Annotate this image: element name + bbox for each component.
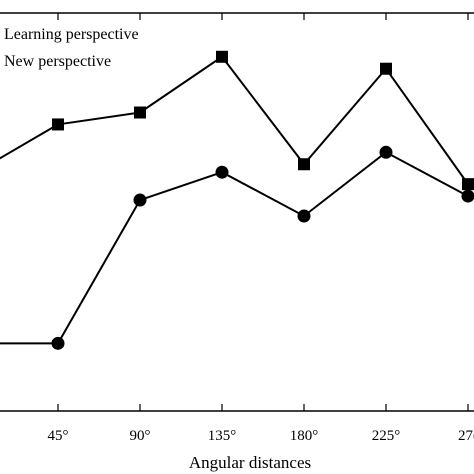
x-tick-label: 225° xyxy=(372,428,401,444)
circle-marker xyxy=(133,193,147,207)
circle-marker xyxy=(297,209,311,223)
circle-marker xyxy=(461,189,474,203)
square-marker xyxy=(380,62,392,75)
square-marker xyxy=(462,178,474,191)
circle-marker xyxy=(51,336,65,350)
series-layer xyxy=(0,50,474,350)
legend: Learning perspective New perspective xyxy=(4,26,139,70)
series-line-learning xyxy=(0,55,469,185)
x-tick-label: 180° xyxy=(290,428,319,444)
x-axis-title: Angular distances xyxy=(189,453,311,472)
x-tick-label: 27( xyxy=(458,428,474,444)
legend-label-new: New perspective xyxy=(4,53,111,70)
x-tick-label: 90° xyxy=(130,428,151,444)
circle-marker xyxy=(215,165,229,179)
plot-frame xyxy=(0,12,474,412)
x-tick-label: 135° xyxy=(208,428,237,444)
x-tick-label: 45° xyxy=(48,428,69,444)
square-marker xyxy=(216,50,228,63)
square-marker xyxy=(134,106,146,119)
x-axis-ticks: 45° 90° 135° 180° 225° 27( xyxy=(48,13,474,444)
series-line-new xyxy=(0,151,469,345)
square-marker xyxy=(52,118,64,131)
legend-label-learning: Learning perspective xyxy=(4,26,139,43)
square-marker xyxy=(298,158,310,171)
circle-marker xyxy=(379,145,393,159)
